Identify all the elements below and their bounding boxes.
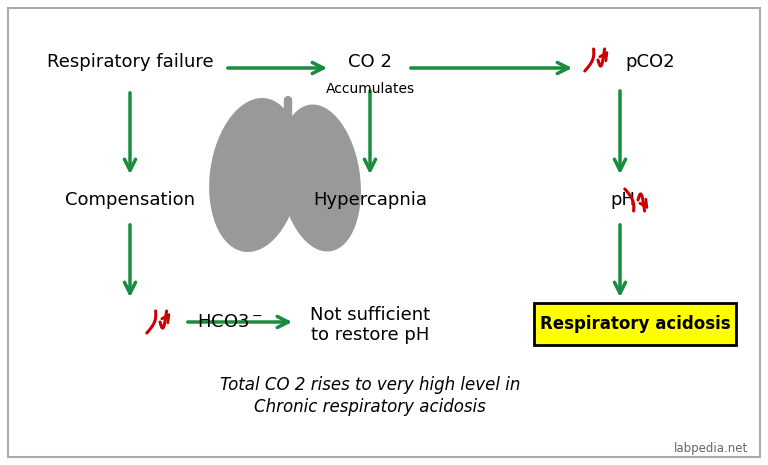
Text: Compensation: Compensation bbox=[65, 191, 195, 209]
Text: HCO3$\mathregular{^-}$: HCO3$\mathregular{^-}$ bbox=[197, 313, 263, 331]
Text: Respiratory acidosis: Respiratory acidosis bbox=[540, 315, 730, 333]
Text: Hypercapnia: Hypercapnia bbox=[313, 191, 427, 209]
Text: to restore pH: to restore pH bbox=[311, 326, 429, 344]
Ellipse shape bbox=[279, 105, 361, 252]
FancyBboxPatch shape bbox=[534, 303, 736, 345]
Text: CO 2: CO 2 bbox=[348, 53, 392, 71]
Text: labpedia.net: labpedia.net bbox=[674, 441, 748, 454]
Text: Respiratory failure: Respiratory failure bbox=[47, 53, 214, 71]
Text: pH: pH bbox=[610, 191, 635, 209]
Text: Total CO 2 rises to very high level in: Total CO 2 rises to very high level in bbox=[220, 376, 520, 394]
Text: Chronic respiratory acidosis: Chronic respiratory acidosis bbox=[254, 398, 486, 416]
Text: Accumulates: Accumulates bbox=[326, 82, 415, 96]
Text: pCO2: pCO2 bbox=[625, 53, 674, 71]
Text: Not sufficient: Not sufficient bbox=[310, 306, 430, 324]
Ellipse shape bbox=[209, 98, 301, 252]
